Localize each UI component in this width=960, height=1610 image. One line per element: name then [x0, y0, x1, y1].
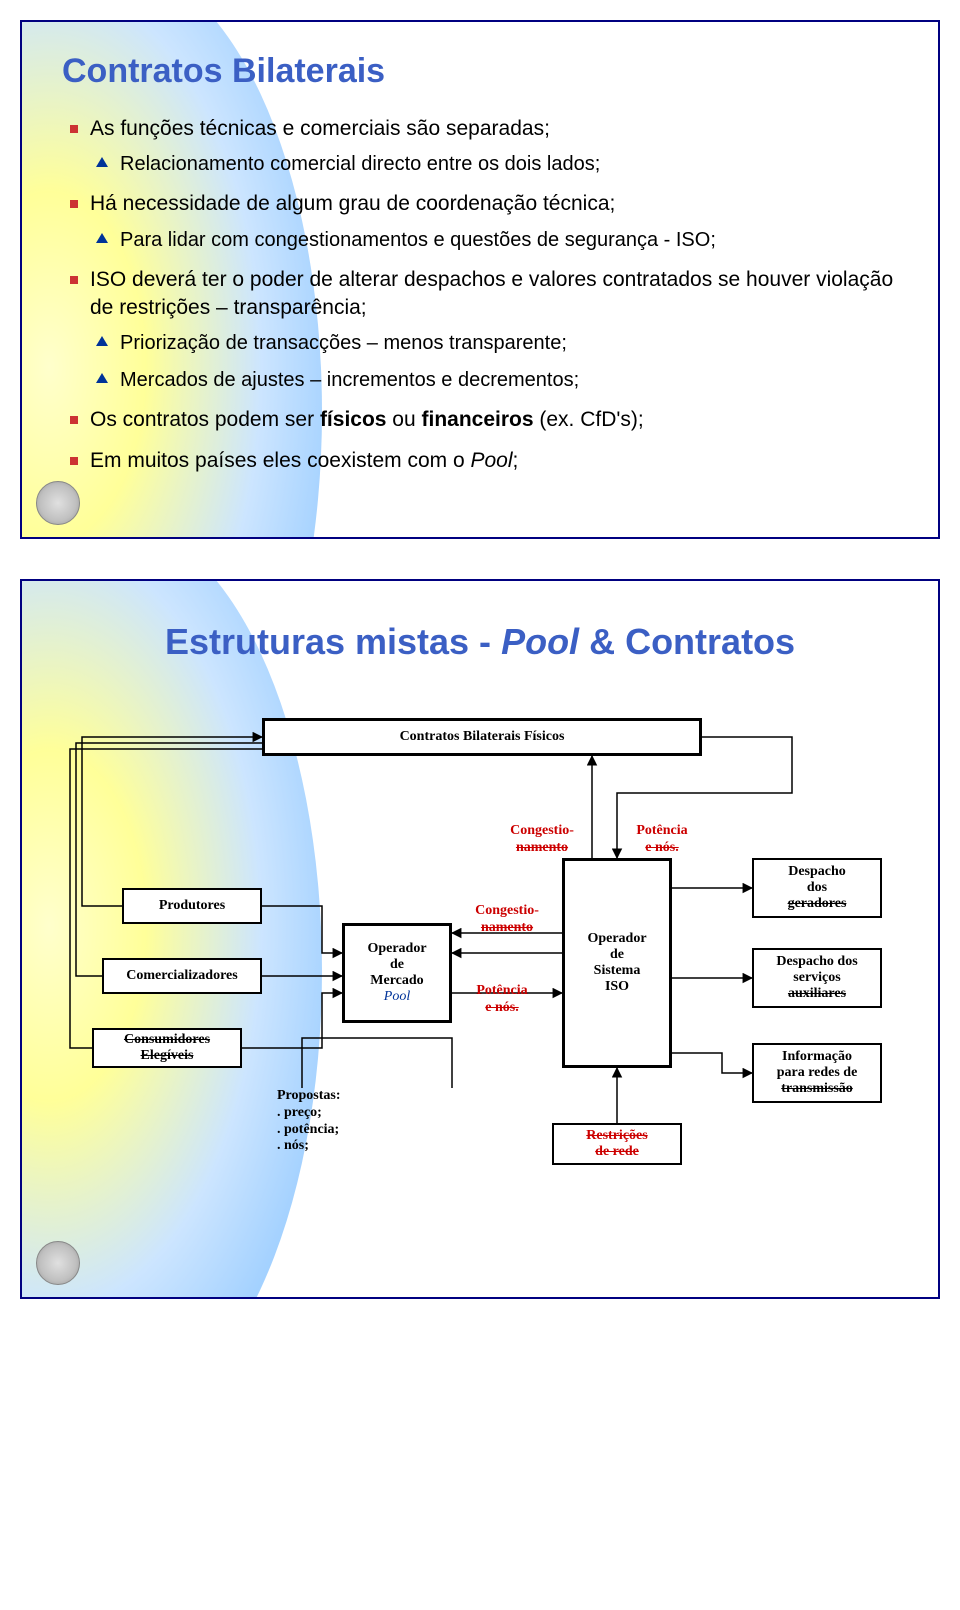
op-sistema-l2: de [571, 947, 663, 963]
slide1-title: Contratos Bilaterais [62, 52, 898, 91]
op-mercado-l3: Mercado [351, 973, 443, 989]
propostas-i1: . preço; [277, 1105, 407, 1122]
produtores-label: Produtores [130, 898, 254, 914]
cong1-b: namento [492, 840, 592, 857]
desp-ger-c: geradores [760, 896, 874, 912]
bullet-4-text: Os contratos podem ser físicos ou financ… [90, 408, 644, 431]
pot1-b: e nós. [457, 1000, 547, 1017]
bullet-2-text: Há necessidade de algum grau de coordena… [90, 192, 615, 215]
box-informacao: Informação para redes de transmissão [752, 1043, 882, 1103]
bullet-1: As funções técnicas e comerciais são sep… [62, 115, 898, 178]
op-mercado-l2: de [351, 957, 443, 973]
box-comercializadores: Comercializadores [102, 958, 262, 994]
box-produtores: Produtores [122, 888, 262, 924]
box-consumidores: Consumidores Elegíveis [92, 1028, 242, 1068]
desp-ger-a: Despacho [760, 864, 874, 880]
cong2-a: Congestio- [457, 903, 557, 920]
box-despacho-auxiliares: Despacho dos serviços auxiliares [752, 948, 882, 1008]
slide1-content: Contratos Bilaterais As funções técnicas… [22, 22, 938, 537]
slide-contratos-bilaterais: Contratos Bilaterais As funções técnicas… [20, 20, 940, 539]
bullet-3: ISO deverá ter o poder de alterar despac… [62, 266, 898, 395]
pot2-b: e nós. [617, 840, 707, 857]
cong1-a: Congestio- [492, 823, 592, 840]
op-mercado-pool: Pool [351, 989, 443, 1005]
slide2-content: Estruturas mistas - Pool & Contratos [22, 581, 938, 1283]
slide2-title-prefix: Estruturas mistas - [165, 621, 501, 662]
cong2-b: namento [457, 920, 557, 937]
restricoes-l1: Restrições [560, 1128, 674, 1144]
bullet-3-sub-2: Mercados de ajustes – incrementos e decr… [90, 367, 898, 394]
op-sistema-l1: Operador [571, 931, 663, 947]
op-mercado-l1: Operador [351, 941, 443, 957]
desp-ger-b: dos [760, 880, 874, 896]
bullet-1-sub-1: Relacionamento comercial directo entre o… [90, 151, 898, 178]
box-operador-sistema: Operador de Sistema ISO [562, 858, 672, 1068]
propostas-i3: . nós; [277, 1138, 407, 1155]
bullet-2: Há necessidade de algum grau de coordena… [62, 190, 898, 253]
box-restricoes: Restrições de rede [552, 1123, 682, 1165]
lbl-congestio-2: Congestio- namento [457, 903, 557, 937]
desp-aux-b: serviços [760, 970, 874, 986]
bullet-4: Os contratos podem ser físicos ou financ… [62, 406, 898, 434]
propostas-i2: . potência; [277, 1122, 407, 1139]
op-sistema-l3: Sistema [571, 963, 663, 979]
box-operador-mercado: Operador de Mercado Pool [342, 923, 452, 1023]
bullet-5-text: Em muitos países eles coexistem com o Po… [90, 449, 518, 472]
bullet-5: Em muitos países eles coexistem com o Po… [62, 447, 898, 475]
lbl-potencia-nos-1: Potência e nós. [457, 983, 547, 1017]
slide2-title-italic: Pool [501, 621, 579, 662]
contratos-fisicos-label: Contratos Bilaterais Físicos [271, 729, 693, 745]
desp-aux-a: Despacho dos [760, 954, 874, 970]
desp-aux-c: auxiliares [760, 986, 874, 1002]
bullet-1-text: As funções técnicas e comerciais são sep… [90, 117, 550, 140]
slide2-title: Estruturas mistas - Pool & Contratos [62, 621, 898, 663]
propostas-block: Propostas: . preço; . potência; . nós; [277, 1088, 407, 1155]
lbl-congestio-1: Congestio- namento [492, 823, 592, 857]
slide2-title-suffix: & Contratos [579, 621, 795, 662]
comercializadores-label: Comercializadores [110, 968, 254, 984]
bullet-3-text: ISO deverá ter o poder de alterar despac… [90, 268, 893, 319]
pot1-a: Potência [457, 983, 547, 1000]
diagram-canvas: Contratos Bilaterais Físicos Produtores … [62, 693, 902, 1233]
slide1-bullets: As funções técnicas e comerciais são sep… [62, 115, 898, 475]
info-c: transmissão [760, 1081, 874, 1097]
op-sistema-l4: ISO [571, 979, 663, 995]
box-despacho-geradores: Despacho dos geradores [752, 858, 882, 918]
info-a: Informação [760, 1049, 874, 1065]
lbl-potencia-nos-2: Potência e nós. [617, 823, 707, 857]
consumidores-label: Consumidores Elegíveis [100, 1032, 234, 1064]
bullet-2-sub-1: Para lidar com congestionamentos e quest… [90, 227, 898, 254]
pot2-a: Potência [617, 823, 707, 840]
slide-estruturas-mistas: Estruturas mistas - Pool & Contratos [20, 579, 940, 1299]
bullet-3-sub-1: Priorização de transacções – menos trans… [90, 330, 898, 357]
box-contratos-fisicos: Contratos Bilaterais Físicos [262, 718, 702, 756]
propostas-head: Propostas: [277, 1088, 407, 1105]
info-b: para redes de [760, 1065, 874, 1081]
restricoes-l2: de rede [560, 1144, 674, 1160]
